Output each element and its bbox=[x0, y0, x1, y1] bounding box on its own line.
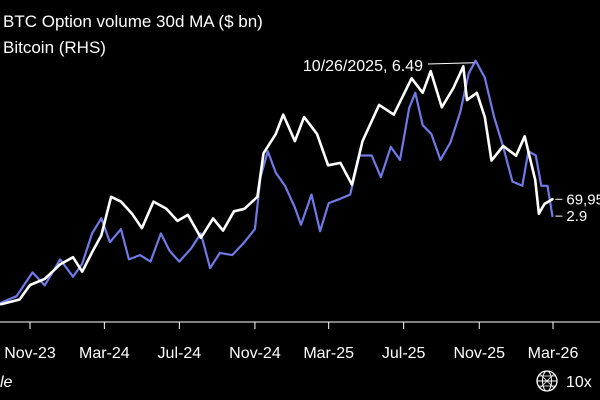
x-tick-label-2: Jul-24 bbox=[158, 345, 202, 362]
annotations: 10/26/2025, 6.49 2.969,95 bbox=[303, 58, 600, 225]
x-tick-label-5: Jul-25 bbox=[382, 345, 426, 362]
x-tick-label-4: Mar-25 bbox=[303, 345, 354, 362]
x-tick-label-0: Nov-23 bbox=[4, 345, 56, 362]
annotation-peak-label: 10/26/2025, 6.49 bbox=[303, 58, 423, 75]
footer-source-text: le bbox=[0, 374, 13, 391]
x-tick-label-7: Mar-26 bbox=[528, 345, 579, 362]
legend-entry-bitcoin: Bitcoin (RHS) bbox=[3, 38, 106, 57]
legend-entry-option-volume: BTC Option volume 30d MA ($ bn) bbox=[3, 12, 263, 31]
series-lines bbox=[0, 59, 554, 306]
series-line-bitcoin bbox=[0, 65, 554, 306]
x-tick-label-6: Nov-25 bbox=[453, 345, 505, 362]
footer-brand-text: 10x bbox=[566, 374, 592, 391]
x-tick-label-1: Mar-24 bbox=[79, 345, 130, 362]
end-label-bitcoin: 69,95 bbox=[566, 191, 600, 208]
x-axis-ticks: Nov-23 Mar-24 Jul-24 Nov-24 Mar-25 Jul-25 Nov-… bbox=[4, 322, 578, 362]
series-line-option-volume bbox=[0, 59, 554, 304]
end-label-option-volume: 2.9 bbox=[566, 208, 587, 225]
globe-icon bbox=[536, 370, 558, 392]
annotation-leader-0 bbox=[427, 62, 474, 65]
x-tick-label-3: Nov-24 bbox=[229, 345, 281, 362]
